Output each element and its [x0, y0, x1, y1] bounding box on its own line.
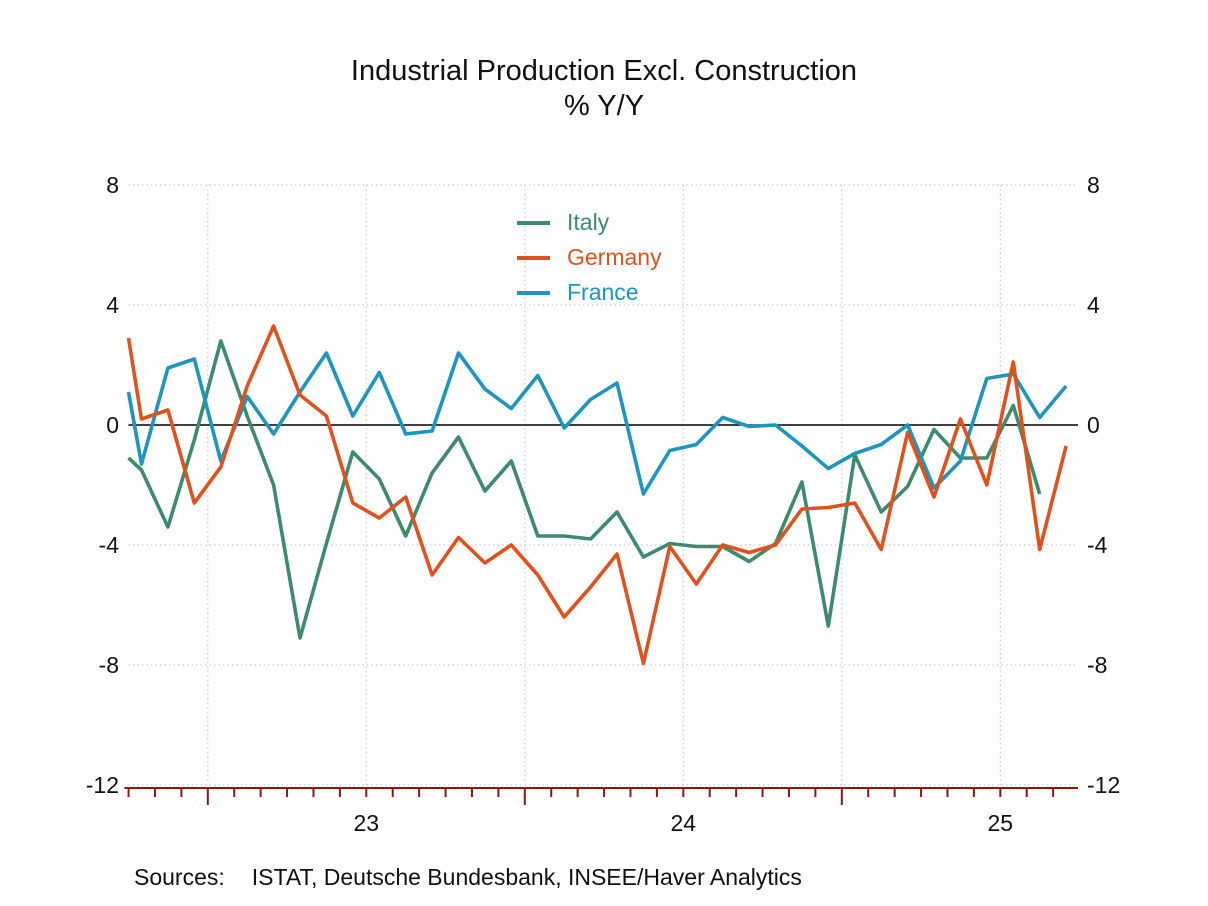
source-note-label: Sources: [134, 864, 225, 890]
y-tick-label-left: 4 [106, 292, 119, 318]
y-tick-label-right: -12 [1087, 772, 1120, 798]
y-tick-label-left: -12 [86, 772, 119, 798]
legend-label-germany: Germany [567, 244, 662, 270]
x-year-label: 24 [671, 810, 697, 836]
y-tick-label-right: 8 [1087, 172, 1100, 198]
legend-label-italy: Italy [567, 209, 610, 235]
source-note: Sources: ISTAT, Deutsche Bundesbank, INSE… [134, 864, 802, 891]
france-line-swatch [517, 290, 550, 295]
source-note-text: ISTAT, Deutsche Bundesbank, INSEE/Haver … [251, 864, 802, 890]
legend-item-germany: Germany [517, 240, 662, 275]
y-tick-label-left: 0 [106, 412, 119, 438]
germany-line-swatch [517, 255, 550, 260]
series-line-italy [127, 339, 1042, 640]
y-tick-label-right: 4 [1087, 292, 1100, 318]
series-line-germany [126, 324, 1068, 666]
legend: Italy Germany France [517, 205, 662, 310]
legend-item-italy: Italy [517, 205, 662, 240]
x-year-label: 23 [354, 810, 380, 836]
y-tick-label-right: -8 [1087, 652, 1107, 678]
chart-title-line2: % Y/Y [563, 90, 645, 122]
x-year-label: 25 [988, 810, 1014, 836]
y-tick-label-left: 8 [106, 172, 119, 198]
y-tick-label-left: -8 [99, 652, 119, 678]
y-tick-label-right: 0 [1087, 412, 1100, 438]
legend-item-france: France [517, 275, 662, 310]
series-line-france [126, 351, 1068, 496]
y-tick-label-right: -4 [1087, 532, 1108, 558]
chart-title-line1: Industrial Production Excl. Construction [350, 55, 858, 87]
legend-label-france: France [567, 279, 639, 305]
italy-line-swatch [517, 220, 550, 225]
chart-title: Industrial Production Excl. Construction… [0, 54, 1208, 124]
y-tick-label-left: -4 [99, 532, 120, 558]
